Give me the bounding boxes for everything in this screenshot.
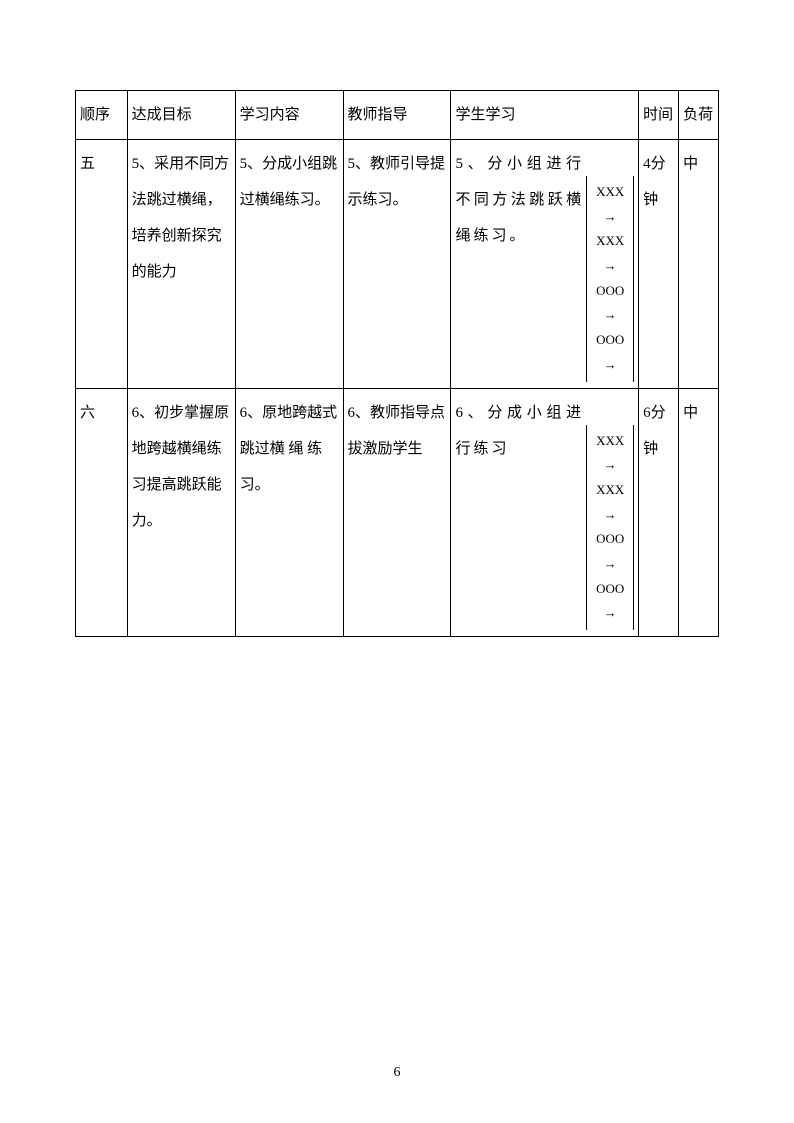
cell-student: 6、分成小组进行练习XXX→XXX→OOO→OOO→ (451, 388, 639, 637)
cell-load: 中 (679, 140, 719, 389)
cell-time: 6分钟 (639, 388, 679, 637)
cell-content: 5、分成小组跳过横绳练习。 (235, 140, 343, 389)
formation-diagram: XXX→XXX→OOO→OOO→ (586, 176, 634, 382)
header-goal: 达成目标 (127, 91, 235, 140)
cell-teacher: 6、教师指导点拔激励学生 (343, 388, 451, 637)
cell-seq: 五 (76, 140, 128, 389)
header-load: 负荷 (679, 91, 719, 140)
header-seq: 顺序 (76, 91, 128, 140)
table-header-row: 顺序 达成目标 学习内容 教师指导 学生学习 时间 负荷 (76, 91, 719, 140)
cell-goal: 5、采用不同方法跳过横绳，培养创新探究的能力 (127, 140, 235, 389)
page-number: 6 (0, 1065, 794, 1081)
header-time: 时间 (639, 91, 679, 140)
header-teacher: 教师指导 (343, 91, 451, 140)
cell-teacher: 5、教师引导提示练习。 (343, 140, 451, 389)
formation-diagram: XXX→XXX→OOO→OOO→ (586, 425, 634, 631)
header-student: 学生学习 (451, 91, 639, 140)
table-row: 五5、采用不同方法跳过横绳，培养创新探究的能力5、分成小组跳过横绳练习。5、教师… (76, 140, 719, 389)
cell-time: 4分钟 (639, 140, 679, 389)
header-content: 学习内容 (235, 91, 343, 140)
lesson-plan-table: 顺序 达成目标 学习内容 教师指导 学生学习 时间 负荷 五5、采用不同方法跳过… (75, 90, 719, 637)
student-text: 5、分小组进行不同方法跳跃横绳练习。 (455, 146, 586, 254)
cell-load: 中 (679, 388, 719, 637)
cell-content: 6、原地跨越式跳过横 绳 练习。 (235, 388, 343, 637)
table-row: 六6、初步掌握原地跨越横绳练习提高跳跃能力。6、原地跨越式跳过横 绳 练习。6、… (76, 388, 719, 637)
cell-goal: 6、初步掌握原地跨越横绳练习提高跳跃能力。 (127, 388, 235, 637)
student-text: 6、分成小组进行练习 (455, 395, 586, 467)
cell-seq: 六 (76, 388, 128, 637)
cell-student: 5、分小组进行不同方法跳跃横绳练习。XXX→XXX→OOO→OOO→ (451, 140, 639, 389)
